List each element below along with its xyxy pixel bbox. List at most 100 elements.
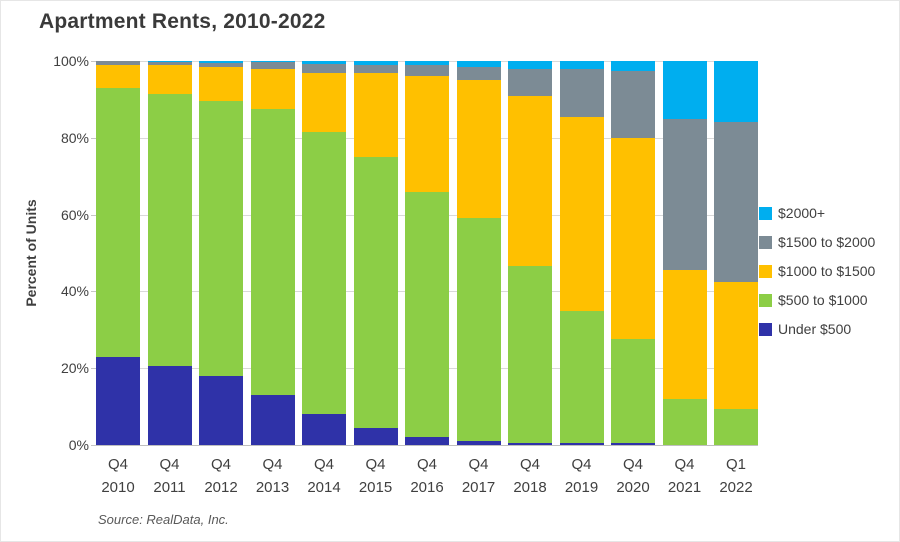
y-axis-tick-label: 100% — [53, 53, 89, 69]
x-axis-tick-label: Q4 2013 — [251, 453, 295, 499]
x-tick-quarter: Q4 — [210, 456, 231, 473]
bar-segment — [456, 441, 501, 445]
bar-segment — [559, 310, 604, 444]
bar-segment — [662, 270, 707, 399]
bar-segment — [662, 61, 707, 119]
bar-segment — [353, 61, 398, 65]
legend-swatch — [759, 235, 772, 249]
bar-segment — [250, 61, 295, 62]
bar-segment — [96, 356, 140, 445]
x-tick-quarter: Q4 — [107, 456, 128, 473]
bar-column-q4-2014 — [302, 61, 346, 445]
bar-segment — [456, 218, 501, 442]
bar-segment — [199, 61, 243, 63]
bar-column-q4-2020 — [611, 61, 655, 445]
bar-column-q4-2013 — [250, 61, 295, 445]
bar-segment — [96, 87, 140, 357]
bar-segment — [96, 61, 140, 65]
bar-segment — [508, 443, 552, 445]
x-tick-year: 2019 — [564, 479, 599, 496]
x-tick-quarter: Q4 — [365, 456, 386, 473]
x-tick-quarter: Q1 — [725, 456, 746, 473]
y-tick-mark — [91, 214, 96, 216]
y-axis-tick-label: 0% — [68, 437, 89, 453]
legend-swatch — [759, 264, 772, 278]
y-tick-mark — [91, 137, 96, 139]
x-tick-year: 2011 — [153, 479, 186, 496]
bar-segment — [456, 61, 501, 67]
bar-segment — [302, 414, 346, 445]
source-note: Source: RealData, Inc. — [98, 512, 229, 527]
y-axis-tick-label: 60% — [60, 206, 89, 223]
bar-segment — [611, 61, 655, 71]
bar-segment — [302, 61, 346, 64]
x-tick-quarter: Q4 — [313, 456, 334, 473]
bar-segment — [353, 72, 398, 158]
x-axis-tick-label: Q4 2020 — [611, 453, 655, 499]
bar-segment — [147, 93, 192, 367]
legend-item: Under $500 — [759, 321, 875, 337]
legend-item: $1500 to $2000 — [759, 234, 875, 250]
legend-label: $2000+ — [778, 205, 826, 221]
bar-column-q4-2010 — [96, 61, 140, 445]
x-tick-year: 2020 — [616, 479, 650, 496]
bar-column-q4-2021 — [662, 61, 707, 445]
bar-segment — [199, 66, 243, 102]
y-axis-tick-label: 20% — [60, 360, 89, 377]
x-axis-tick-label: Q4 2018 — [508, 453, 552, 499]
legend-swatch — [759, 206, 772, 220]
bar-column-q4-2017 — [456, 61, 501, 445]
x-tick-quarter: Q4 — [674, 456, 695, 473]
x-tick-quarter: Q4 — [416, 456, 437, 473]
x-tick-year: 2015 — [358, 479, 393, 496]
bar-segment — [250, 395, 295, 445]
x-tick-year: 2010 — [101, 479, 135, 496]
legend-swatch — [759, 322, 772, 336]
bar-segment — [405, 191, 449, 438]
bar-segment — [96, 64, 140, 88]
bar-segment — [147, 61, 192, 63]
bar-segment — [199, 62, 243, 67]
x-tick-quarter: Q4 — [571, 456, 592, 473]
bar-segment — [559, 61, 604, 69]
bar-segment — [199, 101, 243, 376]
x-tick-year: 2012 — [204, 479, 238, 496]
x-axis-tick-label: Q4 2014 — [302, 453, 346, 499]
bar-column-q4-2011 — [147, 61, 192, 445]
bar-segment — [611, 443, 655, 445]
bar-segment — [714, 122, 758, 282]
x-axis-tick-label: Q1 2022 — [714, 453, 758, 499]
bar-column-q4-2019 — [559, 61, 604, 445]
bar-segment — [199, 375, 243, 445]
bar-segment — [353, 64, 398, 73]
bar-column-q4-2018 — [508, 61, 552, 445]
bar-segment — [508, 68, 552, 96]
legend-item: $1000 to $1500 — [759, 263, 875, 279]
bar-segment — [353, 427, 398, 445]
legend-label: $500 to $1000 — [778, 292, 868, 308]
bar-segment — [508, 266, 552, 444]
x-tick-year: 2016 — [410, 479, 444, 496]
bar-segment — [250, 68, 295, 110]
x-axis-tick-label: Q4 2012 — [199, 453, 243, 499]
bar-segment — [302, 72, 346, 133]
y-tick-mark — [91, 291, 96, 293]
legend-label: $1500 to $2000 — [778, 234, 876, 250]
bar-segment — [456, 80, 501, 219]
bar-segment — [405, 76, 449, 192]
x-axis-line — [96, 445, 758, 446]
bar-segment — [405, 437, 449, 445]
legend-label: $1000 to $1500 — [778, 263, 876, 279]
bar-column-q4-2012 — [199, 61, 243, 445]
legend-swatch — [759, 293, 772, 307]
x-axis: Q4 2010 Q4 2011 Q4 2012 Q4 2013 Q4 2014 Q4 2015 Q4 20… — [96, 453, 758, 499]
bar-column-q4-2015 — [353, 61, 398, 445]
x-tick-quarter: Q4 — [262, 456, 283, 473]
bar-segment — [250, 109, 295, 396]
x-axis-tick-label: Q4 2017 — [457, 453, 501, 499]
x-tick-year: 2014 — [307, 479, 341, 496]
x-axis-tick-label: Q4 2021 — [663, 453, 707, 499]
bar-segment — [611, 339, 655, 444]
legend: $2000+ $1500 to $2000 $1000 to $1500 $500 t… — [759, 205, 875, 337]
